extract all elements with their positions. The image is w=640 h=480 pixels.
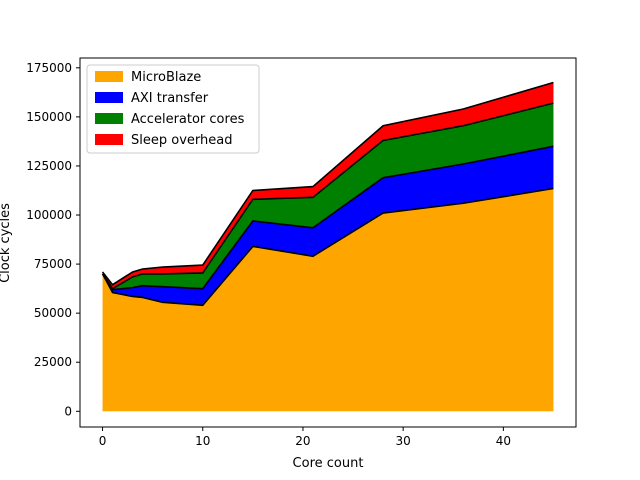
legend-swatch-axi-transfer	[95, 92, 123, 103]
y-tick-label: 0	[64, 404, 72, 418]
y-axis-ticks: 0 25000 50000 75000 100000 125000 150000 175000	[26, 61, 80, 418]
y-tick-label: 50000	[34, 306, 72, 320]
area-boundary-lines	[101, 81, 554, 307]
x-tick-label: 0	[99, 434, 107, 448]
legend-label-accelerator-cores: Accelerator cores	[131, 112, 245, 127]
legend-swatch-sleep-overhead	[95, 134, 123, 145]
x-tick-label: 20	[295, 434, 310, 448]
legend-label-axi-transfer: AXI transfer	[131, 91, 209, 106]
y-tick-label: 75000	[34, 257, 72, 271]
y-tick-label: 25000	[34, 355, 72, 369]
area-axi-transfer	[102, 146, 554, 306]
legend-swatch-accelerator-cores	[95, 113, 123, 124]
y-tick-label: 100000	[26, 208, 72, 222]
plot-frame	[79, 57, 577, 428]
boundary-line-total	[101, 81, 554, 286]
y-tick-label: 150000	[26, 110, 72, 124]
x-tick-label: 10	[195, 434, 210, 448]
x-tick-label: 40	[496, 434, 511, 448]
y-tick-label: 125000	[26, 159, 72, 173]
legend: MicroBlaze AXI transfer Accelerator cores S…	[86, 64, 260, 154]
boundary-line-sleep-overhead	[101, 102, 554, 290]
x-axis-label: Core count	[293, 456, 364, 471]
area-sleep-overhead	[102, 82, 554, 289]
area-accelerator-cores	[102, 103, 554, 290]
legend-label-microblaze: MicroBlaze	[131, 70, 201, 85]
y-axis-label: Clock cycles	[0, 203, 13, 283]
legend-swatch-microblaze	[95, 71, 123, 82]
y-tick-label: 175000	[26, 61, 72, 75]
x-tick-label: 30	[396, 434, 411, 448]
boundary-line-axi-transfer	[101, 187, 554, 307]
legend-box	[86, 64, 260, 154]
legend-label-sleep-overhead: Sleep overhead	[131, 133, 232, 148]
area-layers	[102, 82, 554, 412]
boundary-line-accelerator-cores	[101, 145, 554, 291]
x-axis-ticks: 0 10 20 30 40	[99, 427, 511, 448]
area-microblaze	[102, 188, 554, 412]
